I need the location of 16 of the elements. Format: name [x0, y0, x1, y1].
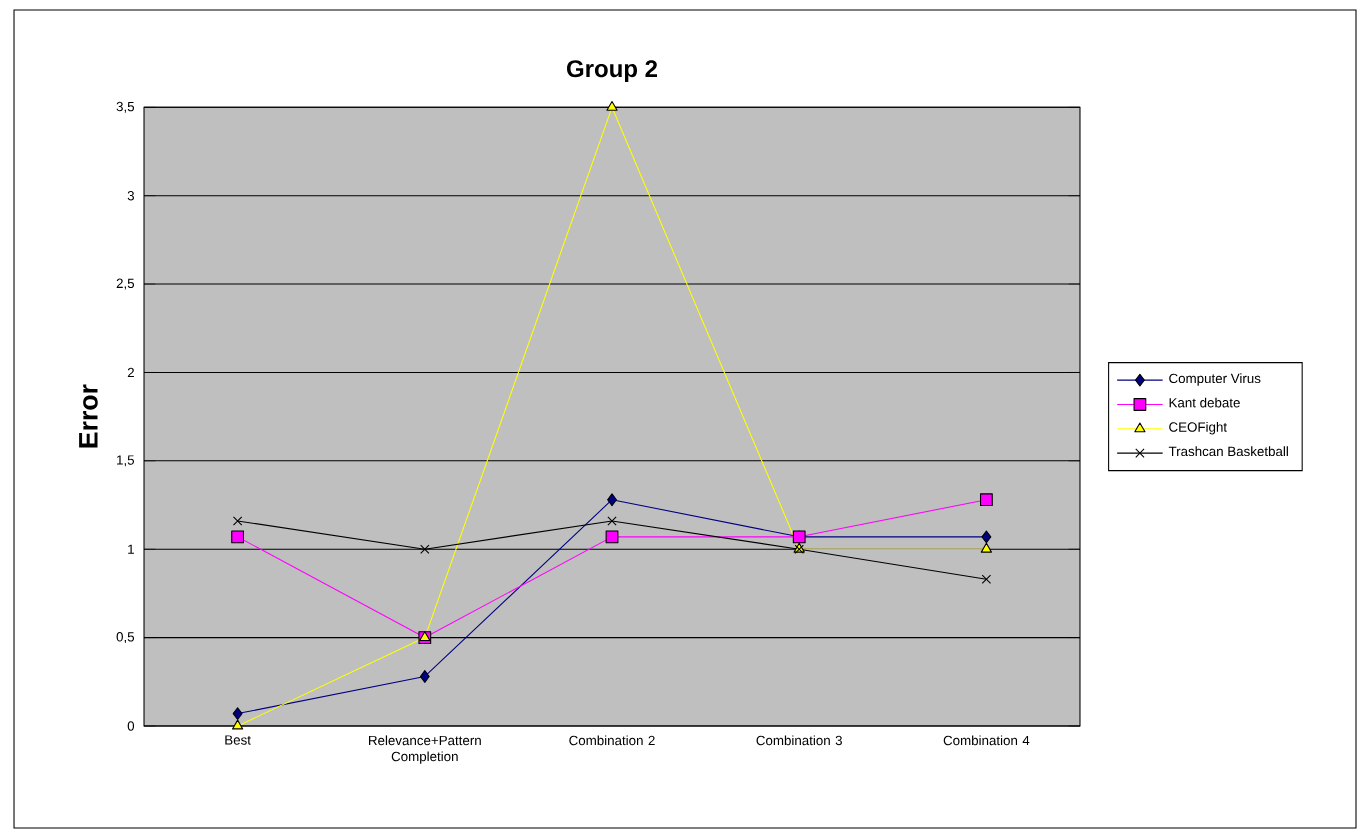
point — [232, 707, 243, 721]
point — [979, 493, 993, 507]
chart-title: Group 2 — [567, 60, 658, 82]
point — [232, 516, 243, 526]
point — [981, 530, 992, 544]
point — [606, 100, 618, 111]
point — [605, 530, 619, 544]
point — [420, 544, 430, 554]
point — [231, 530, 245, 544]
point — [231, 719, 244, 730]
point — [980, 542, 993, 553]
point — [607, 516, 617, 526]
point — [607, 493, 617, 507]
point — [419, 670, 430, 683]
y-axis-title: Error — [79, 384, 98, 448]
point — [981, 574, 992, 584]
